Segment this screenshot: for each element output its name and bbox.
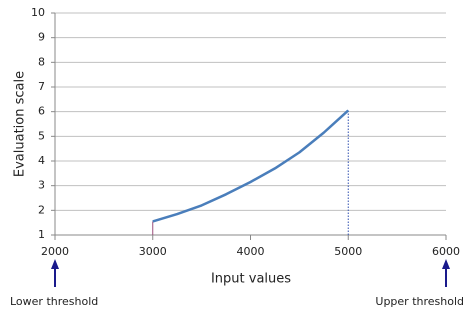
x-axis-title: Input values (211, 272, 291, 287)
annotation-arrowhead (442, 259, 450, 269)
y-tick-label: 5 (38, 129, 45, 142)
annotation-text: Upper threshold (375, 295, 464, 308)
y-tick-label: 10 (31, 6, 45, 19)
y-tick-label: 6 (38, 105, 45, 118)
y-tick-label: 8 (38, 55, 45, 68)
y-tick-label: 7 (38, 80, 45, 93)
x-tick-label: 6000 (432, 245, 460, 258)
x-tick-label: 5000 (334, 245, 362, 258)
annotation-text: Lower threshold (10, 295, 98, 308)
y-tick-label: 9 (38, 31, 45, 44)
y-tick-label: 3 (38, 179, 45, 192)
x-tick-label: 3000 (139, 245, 167, 258)
y-axis-title: Evaluation scale (13, 71, 28, 177)
x-tick-label: 4000 (237, 245, 265, 258)
annotation-arrowhead (51, 259, 59, 269)
y-tick-label: 1 (38, 228, 45, 241)
y-tick-label: 4 (38, 154, 45, 167)
x-tick-label: 2000 (41, 245, 69, 258)
data-line (152, 109, 350, 223)
y-tick-label: 2 (38, 203, 45, 216)
